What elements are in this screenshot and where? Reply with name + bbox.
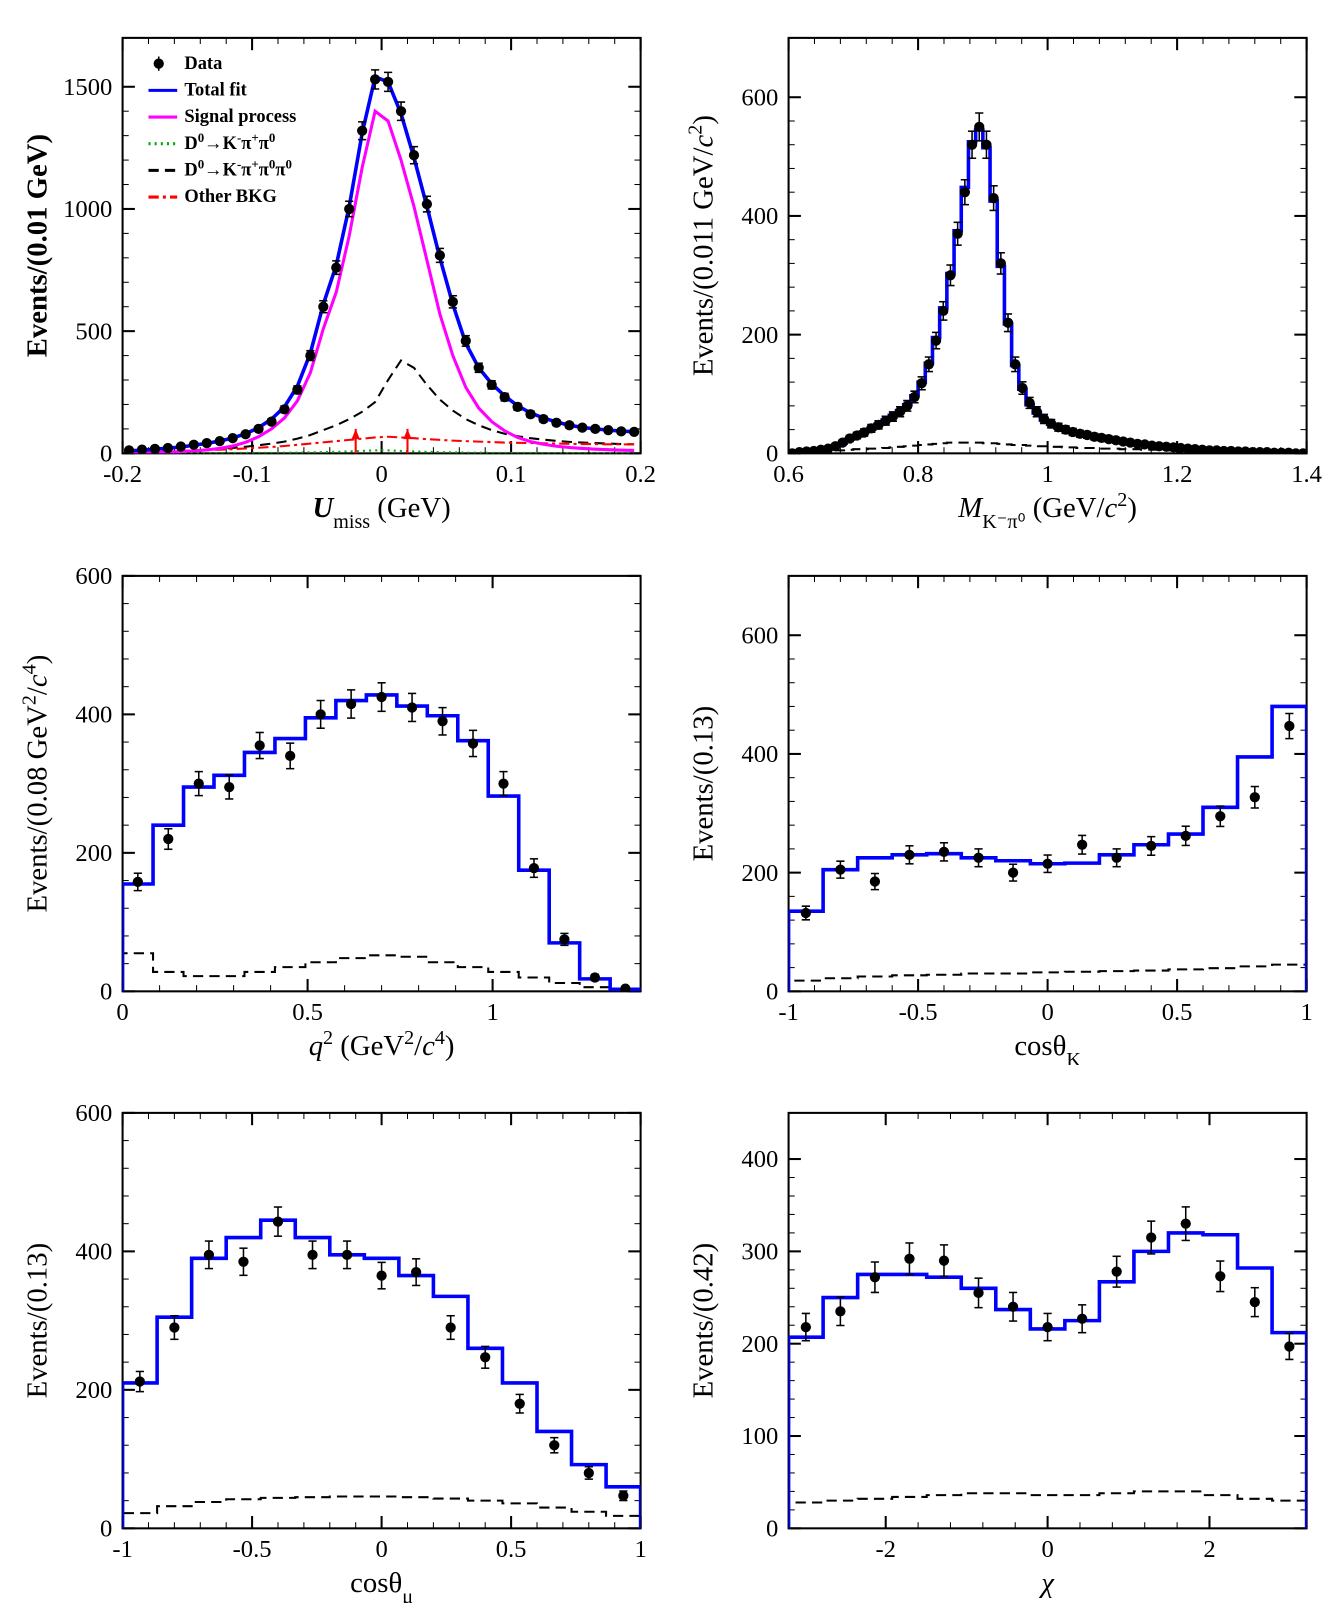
svg-text:0: 0 — [1041, 999, 1053, 1026]
panel-chi: -2 0 2 0 100 200 300 400 χ Events/(0.42) — [686, 1095, 1322, 1603]
svg-text:0: 0 — [766, 978, 778, 1005]
svg-text:Other BKG: Other BKG — [184, 186, 276, 206]
svg-text:0: 0 — [100, 978, 112, 1005]
svg-text:600: 600 — [75, 563, 112, 590]
svg-text:D0→K-π+π0: D0→K-π+π0 — [184, 129, 275, 153]
svg-text:0.5: 0.5 — [1162, 999, 1193, 1026]
svg-text:400: 400 — [741, 1147, 778, 1174]
svg-text:-1: -1 — [112, 1536, 133, 1563]
svg-text:1: 1 — [634, 1536, 646, 1563]
svg-text:200: 200 — [741, 859, 778, 886]
svg-text:400: 400 — [75, 1239, 112, 1266]
svg-text:200: 200 — [741, 322, 778, 349]
legend: Data Total fit Signal process D0→K-π+π0 D0→K… — [148, 53, 296, 206]
svg-text:cosθK: cosθK — [1014, 1030, 1081, 1066]
svg-text:0: 0 — [100, 441, 112, 468]
svg-text:0: 0 — [766, 441, 778, 468]
svg-text:Events/(0.011 GeV/c2): Events/(0.011 GeV/c2) — [686, 115, 720, 376]
svg-text:Events/(0.13): Events/(0.13) — [688, 705, 720, 861]
svg-text:D0→K-π+π0π0: D0→K-π+π0π0 — [184, 156, 292, 179]
svg-text:0: 0 — [766, 1516, 778, 1543]
svg-text:Total fit: Total fit — [184, 79, 247, 99]
svg-text:1.4: 1.4 — [1291, 461, 1322, 488]
svg-text:0.2: 0.2 — [625, 461, 656, 488]
svg-text:0.5: 0.5 — [496, 1536, 527, 1563]
svg-text:Events/(0.13): Events/(0.13) — [22, 1243, 54, 1399]
svg-text:200: 200 — [741, 1331, 778, 1358]
svg-text:200: 200 — [75, 1377, 112, 1404]
svg-text:400: 400 — [741, 741, 778, 768]
svg-text:200: 200 — [75, 840, 112, 867]
svg-text:0: 0 — [116, 999, 128, 1026]
svg-text:0: 0 — [375, 461, 387, 488]
panel-cosmu: -1 -0.5 0 0.5 1 0 200 400 600 cosθμ Events/(0.13) — [20, 1095, 656, 1603]
svg-text:300: 300 — [741, 1239, 778, 1266]
svg-text:0: 0 — [1041, 1536, 1053, 1563]
svg-text:Events/(0.01 GeV): Events/(0.01 GeV) — [22, 134, 54, 357]
svg-text:Events/(0.08 GeV2/c4): Events/(0.08 GeV2/c4) — [20, 654, 54, 912]
svg-text:600: 600 — [741, 622, 778, 649]
svg-text:q2 (GeV2/c4): q2 (GeV2/c4) — [309, 1027, 455, 1062]
svg-text:1: 1 — [1041, 461, 1053, 488]
panel-cosk: -1 -0.5 0 0.5 1 0 200 400 600 cosθK Events/(0.13) — [686, 558, 1322, 1066]
svg-text:0.5: 0.5 — [292, 999, 323, 1026]
svg-text:1.2: 1.2 — [1162, 461, 1193, 488]
svg-text:-1: -1 — [778, 999, 799, 1026]
svg-text:600: 600 — [741, 84, 778, 111]
svg-text:1000: 1000 — [63, 196, 112, 223]
svg-text:600: 600 — [75, 1100, 112, 1127]
svg-text:Signal process: Signal process — [184, 106, 296, 126]
svg-text:1: 1 — [1300, 999, 1312, 1026]
svg-text:1500: 1500 — [63, 74, 112, 101]
svg-text:Events/(0.42): Events/(0.42) — [688, 1243, 720, 1399]
svg-text:1: 1 — [486, 999, 498, 1026]
svg-text:100: 100 — [741, 1424, 778, 1451]
panel-mkpi: 0.60.811.21.40200400600MK⁻π⁰ (GeV/c2)Eve… — [686, 20, 1322, 528]
svg-text:χ: χ — [1038, 1567, 1055, 1599]
svg-text:400: 400 — [75, 701, 112, 728]
svg-text:0.1: 0.1 — [496, 461, 527, 488]
svg-text:0: 0 — [100, 1516, 112, 1543]
svg-text:cosθμ: cosθμ — [350, 1567, 413, 1603]
svg-text:-0.1: -0.1 — [233, 461, 272, 488]
panel-umiss: -0.2-0.100.10.2050010001500Umiss (GeV)Ev… — [20, 20, 656, 528]
svg-text:-0.5: -0.5 — [233, 1536, 272, 1563]
svg-text:Data: Data — [184, 53, 222, 73]
svg-text:500: 500 — [75, 318, 112, 345]
svg-text:Umiss (GeV): Umiss (GeV) — [313, 492, 451, 528]
svg-text:2: 2 — [1203, 1536, 1215, 1563]
svg-text:-0.5: -0.5 — [899, 999, 938, 1026]
svg-text:0: 0 — [375, 1536, 387, 1563]
svg-text:MK⁻π⁰ (GeV/c2): MK⁻π⁰ (GeV/c2) — [957, 489, 1137, 528]
panel-q2: 0 0.5 1 0 200 400 600 q2 (GeV2/c4) Events/(0.08 … — [20, 558, 656, 1066]
svg-text:400: 400 — [741, 203, 778, 230]
svg-text:0.8: 0.8 — [903, 461, 934, 488]
svg-text:-2: -2 — [875, 1536, 896, 1563]
